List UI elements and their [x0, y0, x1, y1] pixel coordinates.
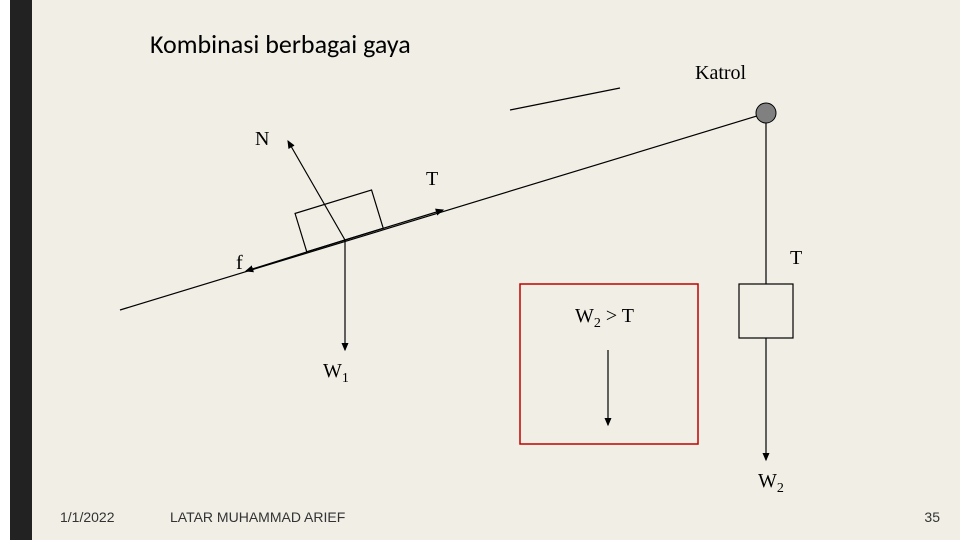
arrow-T-incline [345, 210, 443, 240]
label-W1: W1 [323, 360, 349, 387]
pulley-circle [756, 103, 776, 123]
footer-date: 1/1/2022 [60, 509, 115, 525]
label-W2gtT: W2 > T [575, 305, 634, 332]
arrow-N [288, 141, 345, 240]
incline-line [120, 112, 770, 310]
diagram-svg [0, 0, 960, 540]
footer-page-number: 35 [924, 509, 940, 525]
label-N: N [255, 128, 269, 151]
label-katrol: Katrol [695, 62, 746, 85]
ceiling-tick [510, 88, 620, 110]
label-W2: W2 [758, 470, 784, 497]
label-T-block2: T [790, 247, 802, 270]
label-T-incline: T [426, 168, 438, 191]
label-f: f [236, 252, 243, 275]
hanging-block [739, 284, 793, 338]
arrow-f [246, 240, 345, 271]
footer-author: LATAR MUHAMMAD ARIEF [170, 509, 345, 525]
